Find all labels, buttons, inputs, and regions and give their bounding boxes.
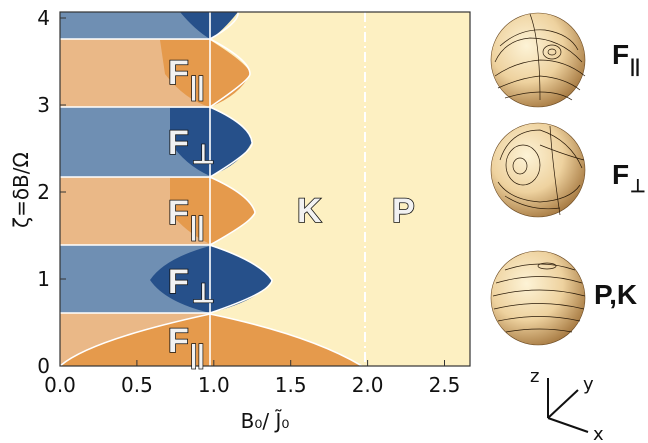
- svg-text:F: F: [168, 194, 189, 232]
- svg-text:F: F: [168, 124, 189, 162]
- x-axis: 0.0 0.5 1.0 1.5 2.0 2.5: [44, 360, 460, 397]
- region-label-k: K: [297, 192, 322, 230]
- lobe-orange: [60, 314, 362, 366]
- lobe-blue: [150, 246, 272, 313]
- region-label: F ||: [167, 53, 205, 102]
- region-label: F ||: [167, 321, 205, 370]
- axis-z-label: z: [530, 366, 539, 387]
- y-tick-label: 4: [37, 6, 50, 30]
- y-tick-label: 3: [37, 93, 50, 117]
- y-tick-label: 1: [37, 267, 50, 291]
- y-axis-label: ζ=δB/Ω: [9, 152, 33, 228]
- x-axis-label: B₀/ J̃₀: [241, 409, 290, 433]
- svg-text:⊥: ⊥: [192, 139, 215, 169]
- x-tick-label: 2.0: [352, 373, 384, 397]
- x-tick-label: 2.5: [429, 373, 461, 397]
- x-tick-label: 0.5: [121, 373, 153, 397]
- lobe-blue: [170, 108, 252, 176]
- x-tick-label: 1.0: [198, 373, 230, 397]
- region-label-p: P: [392, 192, 415, 230]
- region-label: F ||: [167, 193, 205, 242]
- svg-text:F: F: [612, 159, 629, 190]
- svg-text:||: ||: [190, 211, 205, 241]
- x-tick-label: 1.5: [275, 373, 307, 397]
- svg-text:||: ||: [630, 56, 640, 76]
- x-tick-label: 0.0: [44, 373, 76, 397]
- svg-text:F: F: [168, 54, 189, 92]
- lobe-orange: [170, 178, 255, 244]
- sphere-p-k: [490, 250, 586, 346]
- plot-area: [60, 12, 470, 366]
- axis-y-label: y: [583, 374, 594, 395]
- svg-text:⊥: ⊥: [630, 176, 646, 196]
- plot-frame: [59, 11, 471, 367]
- svg-text:F: F: [168, 322, 189, 360]
- region-label: F ⊥: [167, 123, 215, 169]
- axis-x-label: x: [593, 424, 604, 443]
- y-tick-label: 0: [37, 354, 50, 378]
- svg-text:F: F: [168, 263, 189, 301]
- sphere-caption: F ⊥: [612, 159, 646, 196]
- sphere-f-parallel: [490, 12, 586, 108]
- lobe-orange: [160, 40, 250, 107]
- coordinate-axes: [547, 378, 589, 433]
- svg-text:||: ||: [190, 71, 205, 101]
- svg-text:⊥: ⊥: [192, 278, 215, 308]
- lobe-blue-top: [180, 12, 238, 39]
- sphere-caption: P,K: [594, 279, 637, 310]
- sphere-caption: F ||: [612, 39, 640, 76]
- y-tick-label: 2: [37, 180, 50, 204]
- region-label: F ⊥: [167, 262, 215, 309]
- svg-text:||: ||: [190, 339, 205, 369]
- svg-text:F: F: [612, 39, 629, 70]
- sphere-f-perp: [490, 122, 586, 218]
- y-axis: 0 1 2 3 4: [37, 6, 66, 378]
